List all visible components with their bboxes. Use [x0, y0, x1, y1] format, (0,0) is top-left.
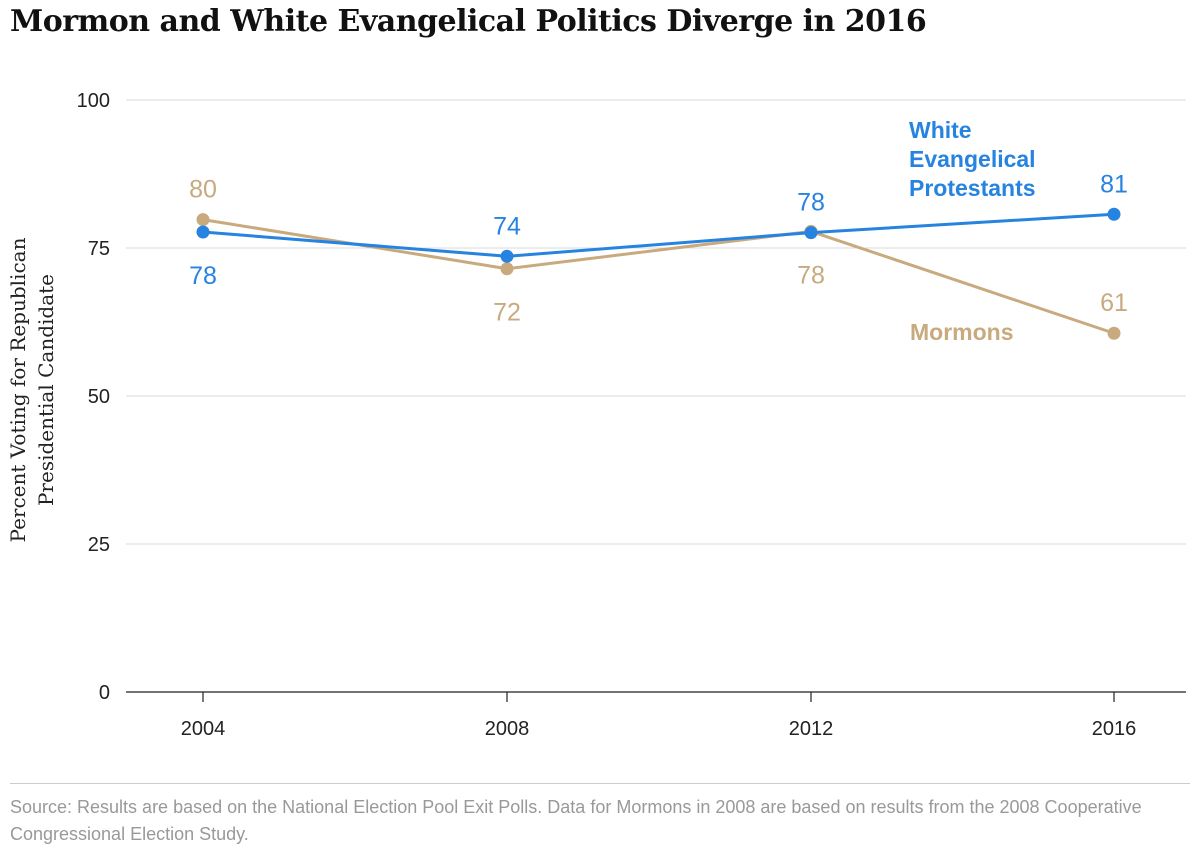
series-label-mormons: Mormons — [910, 319, 1014, 345]
source-note: Source: Results are based on the Nationa… — [10, 797, 1142, 844]
series-lines — [202, 212, 1115, 335]
y-axis-title-line-2: Presidential Candidate — [34, 274, 58, 506]
white-evangelical-protestants-label-2012: 78 — [797, 189, 825, 217]
series-points — [196, 207, 1121, 340]
chart-title: Mormon and White Evangelical Politics Di… — [10, 4, 927, 39]
mormons-label-2004: 80 — [189, 176, 217, 204]
white-evangelical-protestants-point-2016 — [1107, 207, 1121, 221]
x-axis: 2004 2008 2012 2016 — [126, 691, 1186, 740]
series-label-white-evangelical-line-1: White — [909, 117, 972, 143]
y-tick-label-75: 75 — [88, 238, 110, 260]
y-tick-label-100: 100 — [77, 90, 110, 112]
mormons-label-2016: 61 — [1100, 289, 1128, 317]
y-axis-ticks: 0 25 50 75 100 — [77, 90, 110, 704]
series-label-white-evangelical-line-3: Protestants — [909, 175, 1036, 201]
y-tick-label-25: 25 — [88, 534, 110, 556]
white-evangelical-protestants-label-2016: 81 — [1100, 170, 1128, 198]
white-evangelical-protestants-label-2008: 74 — [493, 212, 521, 240]
y-axis-label: Percent Voting for Republican Presidentia… — [6, 237, 58, 542]
y-tick-label-0: 0 — [99, 682, 110, 704]
mormons-point-2004 — [196, 213, 210, 227]
x-tick-label-2008: 2008 — [485, 718, 530, 740]
y-tick-label-50: 50 — [88, 386, 110, 408]
white-evangelical-protestants-label-2004: 78 — [189, 262, 217, 290]
gridlines — [126, 99, 1186, 545]
y-axis-title: Percent Voting for Republican Presidentia… — [6, 237, 58, 542]
x-tick-label-2004: 2004 — [181, 718, 226, 740]
white-evangelical-protestants-point-2008 — [500, 249, 514, 263]
mormons-label-2012: 78 — [797, 261, 825, 289]
mormons-point-2016 — [1107, 326, 1121, 340]
series-label-white-evangelical-line-2: Evangelical — [909, 146, 1036, 172]
mormons-line — [202, 218, 1115, 335]
y-axis-title-line-1: Percent Voting for Republican — [6, 237, 30, 542]
x-tick-label-2012: 2012 — [789, 718, 834, 740]
white-evangelical-protestants-point-2012 — [804, 226, 818, 240]
white-evangelical-protestants-point-2004 — [196, 225, 210, 239]
x-tick-label-2016: 2016 — [1092, 718, 1137, 740]
line-chart: 0 25 50 75 100 2004 2008 2012 2016 Percent Voti… — [6, 90, 1186, 740]
white-evangelical-protestants-line — [202, 212, 1115, 258]
mormons-label-2008: 72 — [493, 299, 521, 327]
footer-divider — [10, 783, 1190, 784]
data-labels: 80 72 78 61 78 74 78 81 — [189, 170, 1128, 326]
series-labels: White Evangelical Protestants Mormons — [909, 117, 1036, 345]
mormons-point-2008 — [500, 262, 514, 276]
